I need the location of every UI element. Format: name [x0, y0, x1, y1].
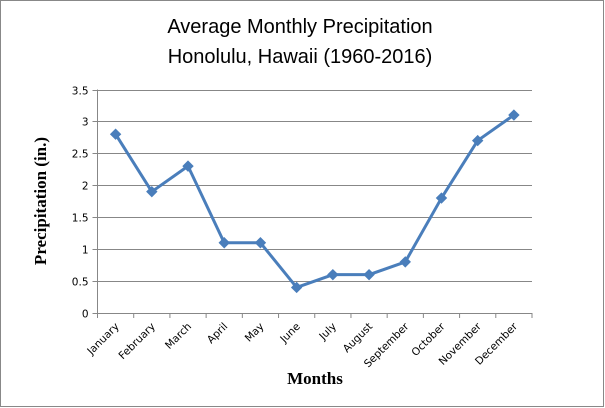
chart-title-line-2: Honolulu, Hawaii (1960-2016) [168, 46, 433, 68]
data-point-marker [109, 128, 122, 140]
y-tick-label: 3 [82, 117, 89, 129]
y-tick-label: 0 [82, 309, 89, 321]
data-point-marker [399, 256, 411, 268]
y-tick-label: 2 [82, 181, 89, 193]
data-point-marker [146, 185, 158, 198]
y-tick-label: 2.5 [72, 149, 89, 161]
data-point-marker [218, 237, 230, 249]
data-point-marker [363, 268, 375, 281]
y-tick-label: 1.5 [72, 213, 89, 225]
data-point-marker [327, 268, 339, 281]
data-point-marker [182, 160, 194, 172]
data-point-marker [508, 109, 520, 121]
y-tick-label: 3.5 [72, 86, 89, 98]
data-point-marker [290, 281, 303, 294]
chart-title-line-1: Average Monthly Precipitation [167, 16, 432, 38]
data-point-marker [254, 237, 267, 249]
y-tick-label: 1 [82, 245, 89, 257]
x-axis-label: Months [287, 369, 343, 388]
y-tick-label: 0.5 [72, 277, 89, 289]
series-line [114, 113, 515, 289]
data-point-marker [435, 192, 448, 204]
y-axis-label: Precipitation (in.) [31, 137, 50, 265]
data-point-marker [471, 134, 484, 147]
